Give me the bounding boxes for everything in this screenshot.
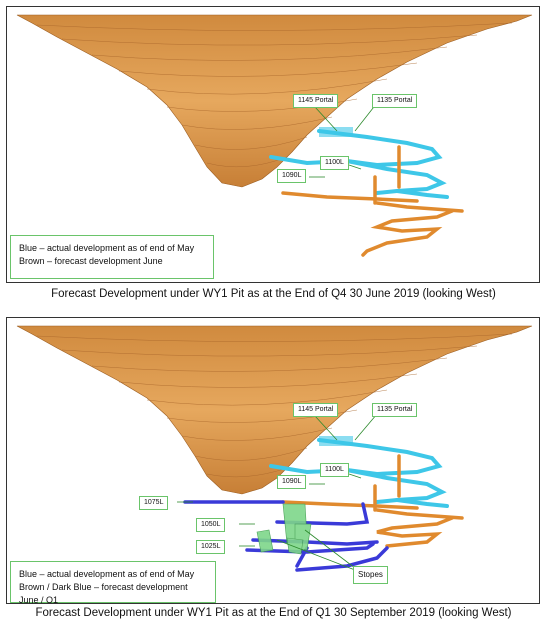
label-1145-portal: 1145 Portal [293, 403, 339, 417]
pit-benches [36, 333, 513, 478]
legend-line-actual: Blue – actual development as of end of M… [19, 243, 195, 253]
label-1050l: 1050L [196, 518, 226, 532]
legend-line-actual: Blue – actual development as of end of M… [19, 569, 195, 579]
portal-structure [319, 127, 353, 137]
label-1100l: 1100L [320, 156, 349, 170]
label-1090l: 1090L [277, 169, 307, 183]
label-stopes: Stopes [353, 566, 388, 584]
pit-model-view-q4 [16, 14, 533, 257]
figure-caption-q1: Forecast Development under WY1 Pit as at… [35, 607, 512, 619]
legend-box: Blue – actual development as of end of M… [10, 561, 216, 603]
diagram-panel-q4: 1145 Portal 1135 Portal 1100L 1090L Blue… [6, 6, 540, 283]
pit-benches [36, 22, 513, 168]
open-pit-shell [16, 325, 533, 495]
label-1135-portal: 1135 Portal [372, 94, 418, 108]
forecast-june-development [281, 454, 464, 548]
open-pit-shell [16, 14, 533, 188]
portal-structure [319, 436, 353, 446]
label-1075l: 1075L [139, 496, 169, 510]
label-leaders [177, 413, 378, 571]
legend-box: Blue – actual development as of end of M… [10, 235, 214, 279]
pit-model-view-q1 [16, 325, 533, 572]
legend-line-forecast: Brown – forecast development June [19, 256, 163, 266]
stopes [256, 503, 312, 555]
diagram-panel-q1: 1145 Portal 1135 Portal 1100L 1090L 1075… [6, 317, 540, 604]
label-1100l: 1100L [320, 463, 349, 477]
figure-caption-q4: Forecast Development under WY1 Pit as at… [51, 288, 496, 300]
label-1135-portal: 1135 Portal [372, 403, 418, 417]
forecast-june-development [281, 145, 464, 257]
label-1090l: 1090L [277, 475, 307, 489]
label-1145-portal: 1145 Portal [293, 94, 339, 108]
label-1025l: 1025L [196, 540, 226, 554]
legend-line-forecast: Brown / Dark Blue – forecast development… [19, 582, 188, 604]
